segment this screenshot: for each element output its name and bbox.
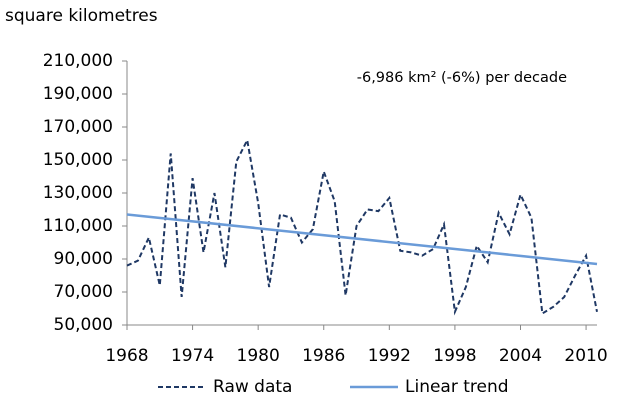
series-line (126, 213, 598, 266)
x-tick-label: 1980 (237, 346, 280, 366)
y-tick-label: 110,000 (43, 216, 113, 236)
annotation: -6,986 km² (-6%) per decade (357, 70, 567, 86)
y-tick-label: 150,000 (43, 150, 113, 170)
y-axis-label: square kilometres (5, 6, 158, 26)
x-tick-label: 1998 (433, 346, 476, 366)
x-tick-label: 1986 (302, 346, 345, 366)
y-tick-label: 90,000 (54, 249, 113, 269)
x-tick-label: 1974 (171, 346, 214, 366)
series-line (126, 137, 598, 316)
x-tick-label: 2004 (499, 346, 542, 366)
x-tick-label: 1968 (105, 346, 148, 366)
legend-label: Raw data (213, 377, 292, 397)
y-tick-label: 170,000 (43, 117, 113, 137)
y-tick-label: 130,000 (43, 183, 113, 203)
y-tick-label: 70,000 (54, 282, 113, 302)
y-tick-label: 50,000 (54, 315, 113, 335)
x-tick-label: 2010 (564, 346, 607, 366)
x-tick-label: 1992 (368, 346, 411, 366)
y-tick-label: 210,000 (43, 51, 113, 71)
legend-label: Linear trend (405, 377, 509, 397)
y-tick-label: 190,000 (43, 84, 113, 104)
